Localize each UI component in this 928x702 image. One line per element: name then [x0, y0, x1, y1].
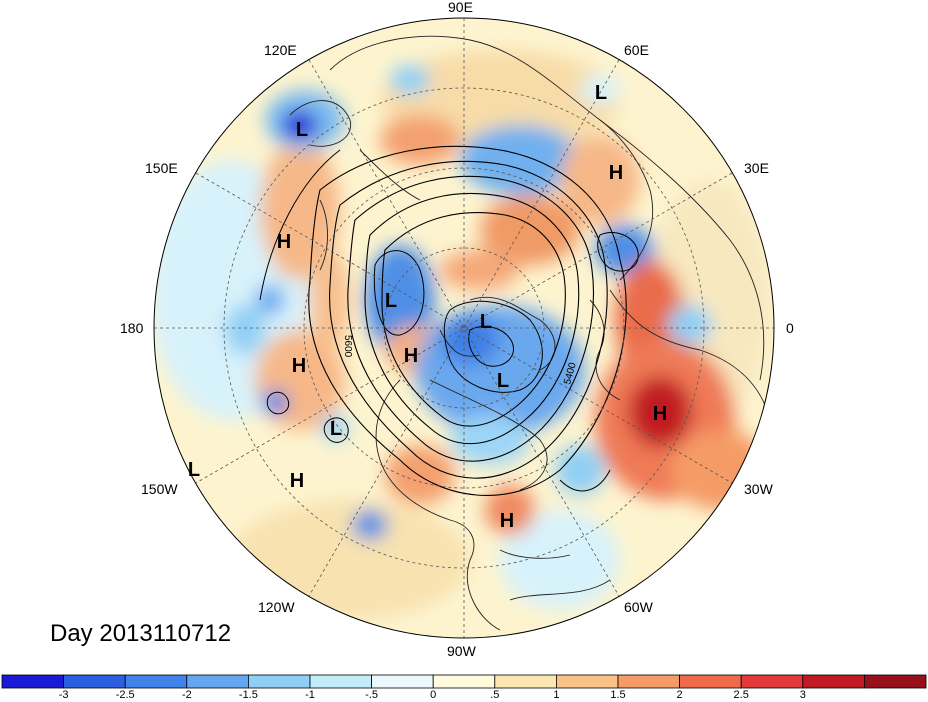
anomaly-field	[154, 18, 774, 638]
longitude-label-60w: 60W	[624, 599, 653, 615]
colorbar-tick-label: -3	[58, 689, 69, 701]
pressure-center-low: L	[497, 370, 509, 392]
pressure-center-high: H	[292, 355, 306, 377]
colorbar-swatch	[617, 674, 680, 689]
colorbar-tick-label: 2	[676, 689, 683, 701]
graticule	[154, 18, 774, 638]
colorbar-tick-label: 3	[799, 689, 806, 701]
longitude-label-180: 180	[120, 320, 144, 336]
longitude-label-0: 0	[786, 320, 794, 336]
colorbar-tick-label: .5	[490, 689, 500, 701]
pressure-center-low: L	[296, 119, 308, 141]
colorbar-tick-label: -1	[305, 689, 315, 701]
colorbar-swatch	[432, 674, 496, 689]
colorbar-swatch	[740, 674, 804, 689]
colorbar-swatch	[679, 674, 742, 689]
colorbar-swatch	[494, 674, 557, 689]
pressure-center-high: H	[277, 231, 291, 253]
longitude-label-150w: 150W	[141, 481, 178, 497]
height-contours	[259, 145, 639, 497]
day-label: Day 2013110712	[50, 620, 232, 647]
pressure-center-high: H	[404, 345, 418, 367]
colorbar-tick-label: -1.5	[238, 689, 258, 701]
pressure-center-low: L	[480, 311, 492, 333]
colorbar-tick-label: 2.5	[733, 689, 749, 701]
colorbar-swatch	[864, 674, 927, 689]
pressure-center-high: H	[609, 162, 623, 184]
pressure-center-high: H	[290, 470, 304, 492]
longitude-label-120e: 120E	[264, 42, 297, 58]
colorbar-swatch	[63, 674, 126, 689]
colorbar-tick-label: -2.5	[115, 689, 135, 701]
pressure-center-high: H	[653, 403, 667, 425]
pressure-center-low: L	[595, 82, 607, 104]
colorbar-swatch	[371, 674, 434, 689]
colorbar-swatch	[556, 674, 619, 689]
pressure-center-low: L	[188, 459, 200, 481]
map-border	[153, 17, 775, 639]
colorbar-tick-label: -.5	[365, 689, 379, 701]
longitude-label-60e: 60E	[624, 42, 649, 58]
colorbar-tick-label: 1	[553, 689, 560, 701]
pressure-center-high: H	[500, 510, 514, 532]
colorbar-swatch	[186, 674, 249, 689]
colorbar	[1, 674, 927, 689]
pressure-centers: L L H H H L L H L H L H L H H	[188, 82, 667, 532]
longitude-label-90e: 90E	[448, 0, 473, 15]
colorbar-swatch	[124, 674, 188, 689]
colorbar-tick-label: 1.5	[610, 689, 626, 701]
colorbar-swatch	[309, 674, 372, 689]
coastlines	[289, 35, 771, 631]
colorbar-swatch	[247, 674, 311, 689]
longitude-label-150e: 150E	[145, 160, 178, 176]
colorbar-swatch	[1, 674, 64, 689]
colorbar-swatch	[802, 674, 865, 689]
longitude-label-120w: 120W	[258, 599, 295, 615]
colorbar-tick-label: -2	[181, 689, 192, 701]
pressure-center-low: L	[385, 290, 397, 312]
longitude-label-30w: 30W	[744, 481, 773, 497]
pressure-center-low: L	[330, 418, 342, 440]
longitude-label-90w: 90W	[447, 643, 476, 659]
colorbar-tick-label: 0	[430, 689, 437, 701]
longitude-label-30e: 30E	[744, 160, 769, 176]
contour-label-5600: 5600	[342, 335, 353, 358]
